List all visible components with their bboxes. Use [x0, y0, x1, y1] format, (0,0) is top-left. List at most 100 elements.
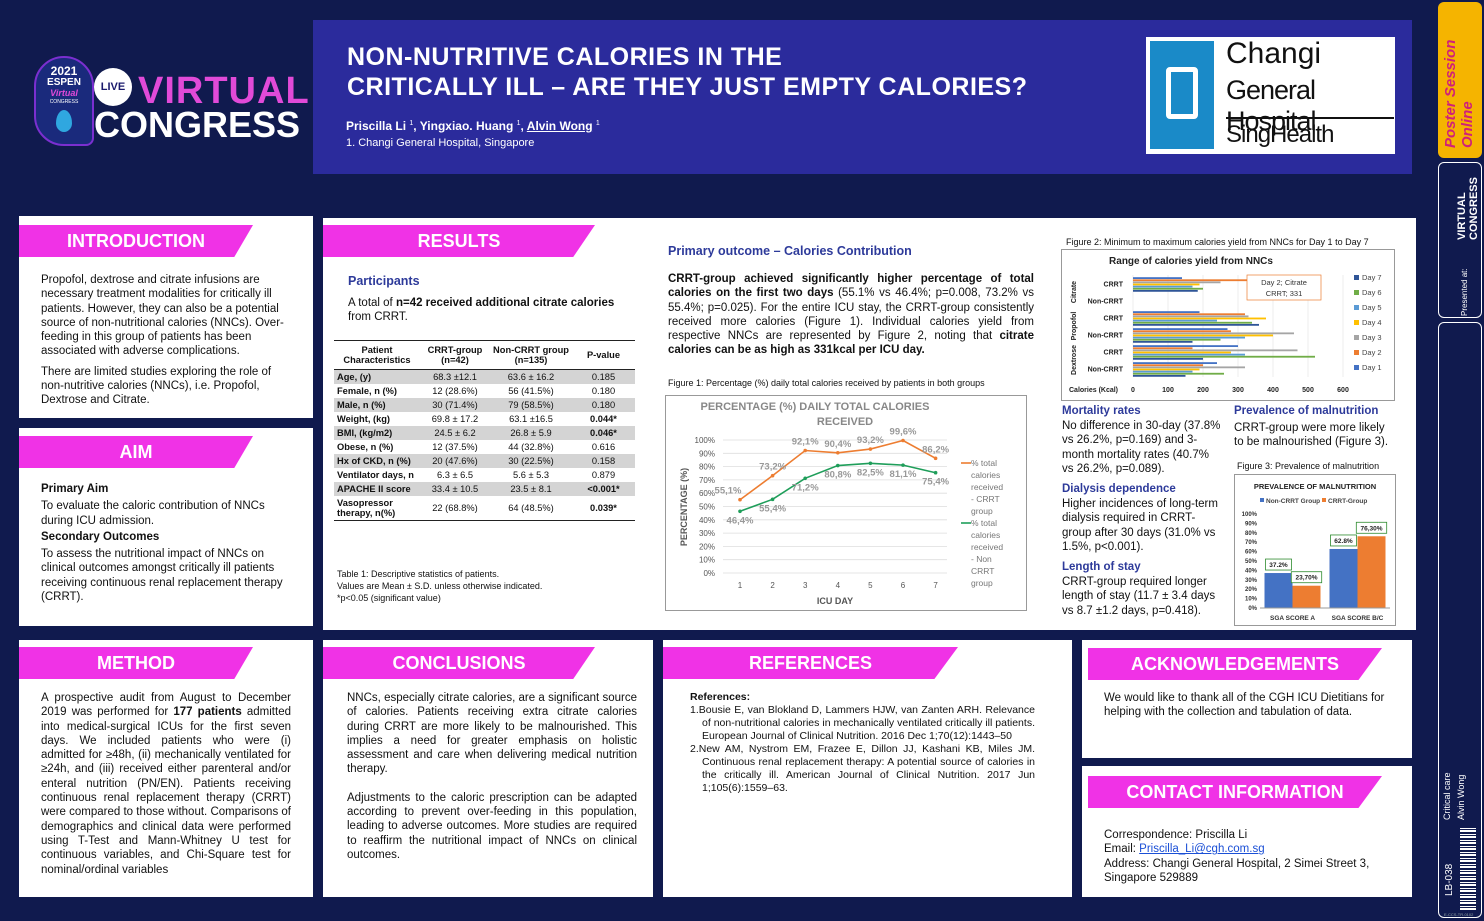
- x-axis-label: ICU DAY: [817, 596, 853, 606]
- data-label: 75,4%: [922, 477, 949, 488]
- bar: [1133, 351, 1231, 354]
- primary-outcome-heading: Primary outcome – Calories Contribution: [668, 244, 912, 258]
- x-category-label: SGA SCORE B/C: [1332, 615, 1384, 622]
- table-cell: 22 (68.8%): [420, 496, 490, 521]
- y-tick-label: 100%: [695, 436, 715, 445]
- table-row: Female, n (%) 12 (28.6%) 56 (41.5%) 0.180: [334, 384, 635, 398]
- malnutrition-heading: Prevalence of malnutrition: [1234, 405, 1379, 417]
- bar: [1133, 366, 1245, 369]
- table-caption: Table 1: Descriptive statistics of patie…: [337, 569, 543, 603]
- legend-label: % total: [971, 518, 997, 528]
- data-label-box: [1330, 534, 1357, 547]
- legend-label: received: [971, 542, 1003, 552]
- annotation-box: [1246, 274, 1322, 301]
- table-cell: 0.158: [572, 454, 635, 468]
- table-row: Vasopressor therapy, n(%) 22 (68.8%) 64 (4…: [334, 496, 635, 521]
- table-cell: Obese, n (%): [337, 442, 394, 452]
- poster-title: NON-NUTRITIVE CALORIES IN THE CRITICALLY…: [347, 43, 1028, 101]
- bar: [1133, 347, 1193, 350]
- bar: [1133, 281, 1221, 284]
- bar: [1133, 336, 1245, 339]
- drop-icon: [56, 110, 72, 132]
- table-cell: 69.8 ± 17.2: [431, 414, 479, 424]
- y-tick-label: 20%: [1245, 587, 1258, 593]
- contact-text: Correspondence: Priscilla Li Email: Pris…: [1104, 829, 1370, 884]
- aim-text: Primary Aim To evaluate the caloric cont…: [41, 483, 283, 604]
- mortality-heading: Mortality rates: [1062, 405, 1141, 417]
- legend-label: CRRT-Group: [1328, 498, 1367, 505]
- fig1-caption: Figure 1: Percentage (%) daily total cal…: [668, 378, 985, 388]
- table-cell: 63.6 ± 16.2: [490, 369, 572, 384]
- data-point: [933, 456, 938, 461]
- bar: [1133, 368, 1200, 371]
- table-cell: 12 (37.5%): [432, 442, 478, 452]
- y-tick-label: 70%: [699, 476, 715, 485]
- bar: [1329, 548, 1358, 608]
- table-cell: 44 (32.8%): [508, 442, 554, 452]
- bar: [1133, 345, 1238, 348]
- ack-text: We would like to thank all of the CGH IC…: [1104, 692, 1385, 719]
- data-label: 76,30%: [1360, 525, 1382, 532]
- table-cell: <0.001*: [572, 482, 635, 496]
- y-tick-label: 20%: [699, 542, 715, 551]
- cross-icon: [1166, 67, 1198, 119]
- legend-swatch: [1354, 365, 1359, 370]
- data-point: [738, 497, 742, 502]
- legend-label: - Non: [971, 554, 992, 564]
- legend-swatch: [1354, 275, 1359, 280]
- y-tick-label: 80%: [699, 463, 715, 472]
- table-cell: 12 (28.6%): [432, 386, 478, 396]
- data-label: 23,70%: [1295, 575, 1317, 582]
- data-label: 80,8%: [824, 470, 851, 481]
- legend-label: Non-CRRT Group: [1266, 498, 1320, 505]
- fig3-caption: Figure 3: Prevalence of malnutrition: [1237, 461, 1380, 471]
- table-cell: 5.6 ± 5.3: [512, 470, 550, 480]
- references-title: REFERENCES: [663, 647, 958, 679]
- x-tick-label: 600: [1337, 387, 1349, 394]
- y-category-label: Non-CRRT: [1088, 333, 1124, 340]
- bar: [1133, 362, 1217, 365]
- participants-text: A total of n=42 received additional citr…: [348, 297, 615, 324]
- intro-text: Propofol, dextrose and citrate infusions…: [41, 274, 284, 407]
- y-tick-label: 60%: [699, 489, 715, 498]
- email-link[interactable]: Priscilla_Li@cgh.com.sg: [1139, 843, 1265, 856]
- table-cell: 0.616: [591, 442, 616, 452]
- bar: [1133, 338, 1221, 341]
- data-point: [803, 448, 807, 453]
- data-point: [868, 461, 873, 466]
- data-label: 46,4%: [727, 515, 754, 526]
- table-row: Obese, n (%) 12 (37.5%) 44 (32.8%) 0.616: [334, 440, 635, 454]
- figure1-line-chart: PERCENTAGE (%) DAILY TOTAL CALORIES RECE…: [665, 395, 1027, 611]
- side-info-tab: [1438, 322, 1482, 918]
- method-panel: [19, 640, 313, 897]
- fig2-caption: Figure 2: Minimum to maximum calories yi…: [1066, 237, 1369, 247]
- legend-label: group: [971, 578, 993, 588]
- data-point: [868, 447, 873, 451]
- table-cell: Male, n (%): [334, 398, 420, 412]
- legend-label: received: [971, 482, 1003, 492]
- data-label: 81,1%: [890, 469, 917, 480]
- legend-label: Day 7: [1362, 273, 1382, 282]
- bar: [1264, 573, 1293, 608]
- y-tick-label: 10%: [1245, 597, 1258, 603]
- legend-label: group: [971, 506, 993, 516]
- data-label-box: [1290, 571, 1323, 584]
- data-label: 71,2%: [792, 482, 819, 493]
- references-text: References: 1.Bousie E, van Blokland D, …: [690, 691, 1035, 794]
- data-point: [738, 509, 742, 514]
- bar: [1133, 334, 1273, 337]
- data-point: [933, 470, 938, 475]
- bar: [1133, 340, 1193, 343]
- y-tick-label: 80%: [1245, 531, 1258, 537]
- figure3-bar-chart: PREVALENCE OF MALNUTRITION Non-CRRT Group…: [1234, 474, 1396, 626]
- live-badge: LIVE: [94, 68, 132, 106]
- table-cell: Weight, (kg): [337, 414, 391, 424]
- group-label: Propofol: [1071, 312, 1078, 341]
- y-tick-label: 90%: [699, 449, 715, 458]
- contact-title: CONTACT INFORMATION: [1088, 776, 1382, 808]
- legend-label: calories: [971, 530, 1000, 540]
- table-cell: 30 (71.4%): [420, 398, 490, 412]
- bar: [1133, 321, 1252, 324]
- bar: [1133, 332, 1294, 335]
- table-cell: 6.3 ± 6.5: [436, 470, 474, 480]
